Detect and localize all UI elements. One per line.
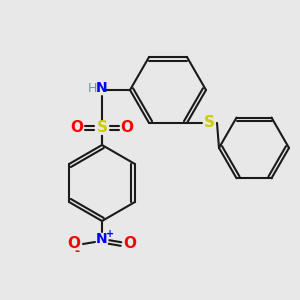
Text: O: O: [68, 236, 80, 251]
Text: O: O: [124, 236, 136, 251]
Text: O: O: [70, 121, 83, 136]
Text: S: S: [97, 121, 107, 136]
Text: +: +: [106, 229, 114, 239]
Text: H: H: [87, 82, 97, 94]
Text: O: O: [121, 121, 134, 136]
Text: S: S: [203, 116, 214, 130]
Text: N: N: [96, 81, 108, 95]
Text: N: N: [96, 232, 108, 246]
Text: -: -: [74, 245, 80, 259]
